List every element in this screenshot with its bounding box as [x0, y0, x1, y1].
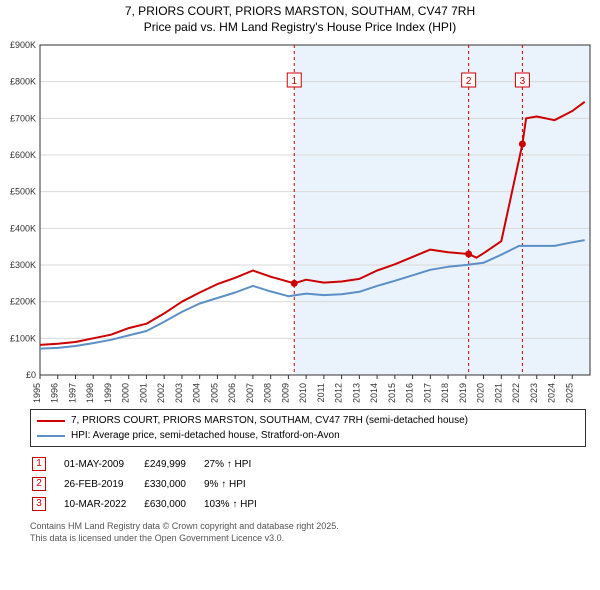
svg-text:2019: 2019 [458, 383, 468, 403]
svg-text:2002: 2002 [156, 383, 166, 403]
svg-text:2015: 2015 [387, 383, 397, 403]
svg-text:2: 2 [466, 76, 472, 87]
legend-row-2: HPI: Average price, semi-detached house,… [37, 428, 579, 443]
svg-text:2025: 2025 [564, 383, 574, 403]
svg-text:2022: 2022 [511, 383, 521, 403]
svg-text:2011: 2011 [316, 383, 326, 402]
svg-text:£900K: £900K [10, 40, 36, 50]
event-marker: 1 [32, 457, 46, 471]
svg-text:1999: 1999 [103, 383, 113, 403]
svg-text:£200K: £200K [10, 297, 36, 307]
svg-text:£300K: £300K [10, 260, 36, 270]
svg-text:1995: 1995 [32, 383, 42, 403]
svg-text:2006: 2006 [227, 383, 237, 403]
svg-text:£0: £0 [26, 370, 36, 380]
svg-text:2004: 2004 [192, 383, 202, 403]
svg-text:2003: 2003 [174, 383, 184, 403]
event-row: 2 26-FEB-2019£330,0009% ↑ HPI [32, 475, 273, 493]
svg-text:2020: 2020 [476, 383, 486, 403]
svg-text:£400K: £400K [10, 224, 36, 234]
svg-text:2009: 2009 [280, 383, 290, 403]
svg-text:2024: 2024 [547, 383, 557, 403]
legend-label-1: 7, PRIORS COURT, PRIORS MARSTON, SOUTHAM… [71, 413, 468, 428]
event-row: 3 10-MAR-2022£630,000103% ↑ HPI [32, 495, 273, 513]
legend-swatch-1 [37, 420, 65, 422]
svg-text:£700K: £700K [10, 114, 36, 124]
sale-events-table: 1 01-MAY-2009£249,99927% ↑ HPI 2 26-FEB-201… [30, 453, 275, 515]
event-price: £249,999 [144, 455, 202, 473]
legend: 7, PRIORS COURT, PRIORS MARSTON, SOUTHAM… [30, 409, 586, 447]
event-marker: 2 [32, 477, 46, 491]
svg-text:3: 3 [520, 76, 526, 87]
event-date: 01-MAY-2009 [64, 455, 142, 473]
footnote: Contains HM Land Registry data © Crown c… [30, 521, 586, 544]
svg-text:2000: 2000 [121, 383, 131, 403]
svg-text:2012: 2012 [334, 383, 344, 403]
svg-text:2008: 2008 [263, 383, 273, 403]
svg-text:1: 1 [291, 76, 297, 87]
svg-text:2017: 2017 [422, 383, 432, 403]
footnote-line-1: Contains HM Land Registry data © Crown c… [30, 521, 586, 533]
legend-row-1: 7, PRIORS COURT, PRIORS MARSTON, SOUTHAM… [37, 413, 579, 428]
price-chart: £0 £100K £200K £300K £400K £500K £600K £700K £80… [0, 35, 600, 405]
event-delta: 27% ↑ HPI [204, 455, 273, 473]
svg-text:1996: 1996 [50, 383, 60, 403]
event-date: 26-FEB-2019 [64, 475, 142, 493]
title-line-2: Price paid vs. HM Land Registry's House … [0, 20, 600, 36]
event-delta: 9% ↑ HPI [204, 475, 273, 493]
svg-text:2021: 2021 [493, 383, 503, 403]
svg-text:£600K: £600K [10, 150, 36, 160]
legend-label-2: HPI: Average price, semi-detached house,… [71, 428, 340, 443]
chart-title: 7, PRIORS COURT, PRIORS MARSTON, SOUTHAM… [0, 0, 600, 35]
svg-text:2001: 2001 [138, 383, 148, 403]
svg-text:2014: 2014 [369, 383, 379, 403]
event-price: £330,000 [144, 475, 202, 493]
event-price: £630,000 [144, 495, 202, 513]
title-line-1: 7, PRIORS COURT, PRIORS MARSTON, SOUTHAM… [0, 4, 600, 20]
svg-text:2016: 2016 [405, 383, 415, 403]
svg-text:1997: 1997 [67, 383, 77, 403]
svg-text:2007: 2007 [245, 383, 255, 403]
svg-text:£500K: £500K [10, 187, 36, 197]
legend-swatch-2 [37, 435, 65, 437]
svg-text:2023: 2023 [529, 383, 539, 403]
event-row: 1 01-MAY-2009£249,99927% ↑ HPI [32, 455, 273, 473]
svg-text:2018: 2018 [440, 383, 450, 403]
event-marker: 3 [32, 497, 46, 511]
svg-text:2005: 2005 [209, 383, 219, 403]
svg-text:£100K: £100K [10, 334, 36, 344]
svg-text:2013: 2013 [351, 383, 361, 403]
svg-text:1998: 1998 [85, 383, 95, 403]
svg-text:2010: 2010 [298, 383, 308, 403]
svg-text:£800K: £800K [10, 77, 36, 87]
footnote-line-2: This data is licensed under the Open Gov… [30, 533, 586, 545]
chart-container: £0 £100K £200K £300K £400K £500K £600K £700K £80… [0, 35, 600, 405]
event-date: 10-MAR-2022 [64, 495, 142, 513]
event-delta: 103% ↑ HPI [204, 495, 273, 513]
